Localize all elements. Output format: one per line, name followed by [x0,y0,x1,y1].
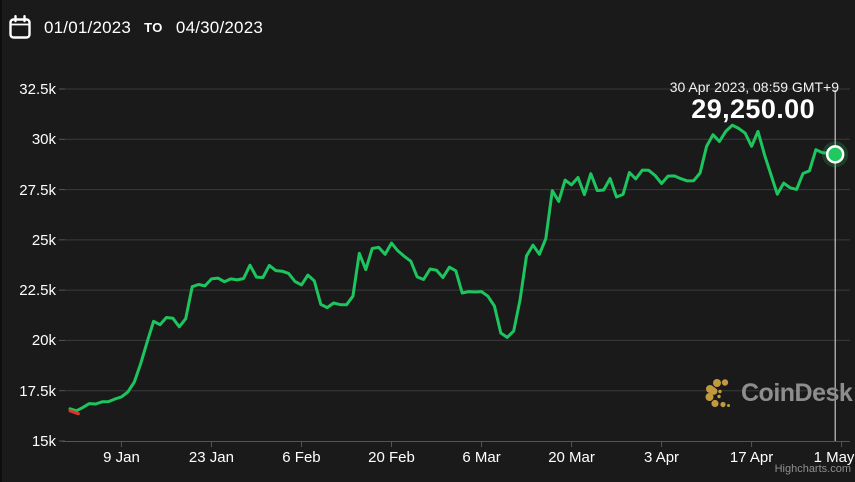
x-axis-label: 20 Feb [368,449,415,466]
date-range-to-label: TO [144,20,163,35]
last-point-marker [825,145,845,164]
tooltip-price-value: 29,250.00 [691,94,815,124]
price-line-opening-segment [68,409,80,416]
x-axis-label: 6 Feb [282,449,321,466]
x-axis-label: 6 Mar [462,449,501,466]
y-axis-label: 32.5k [19,81,56,98]
y-axis-label: 15k [31,433,56,450]
y-axis-label: 27.5k [19,181,56,199]
y-axis-label: 30k [31,131,56,149]
y-axis-label: 20k [31,332,56,350]
x-axis-label: 20 Mar [548,449,595,466]
highcharts-credits-link[interactable]: Highcharts.com [774,463,851,475]
calendar-icon[interactable] [9,15,31,40]
x-axis-label: 3 Apr [644,449,680,466]
x-axis-label: 17 Apr [729,449,774,466]
coindesk-logo-icon [705,379,730,408]
coindesk-wordmark: CoinDesk [741,378,853,407]
x-axis-label: 1 May [813,449,855,466]
tooltip-datetime: 30 Apr 2023, 08:59 GMT+9 [669,79,839,95]
y-axis-label: 22.5k [19,282,56,300]
x-axis-label: 9 Jan [103,449,140,466]
start-date-input[interactable]: 01/01/2023 [44,17,132,37]
coindesk-watermark: CoinDesk [705,378,853,408]
y-axis-label: 25k [31,231,56,249]
date-range-picker[interactable]: 01/01/2023 TO 04/30/2023 [9,15,263,40]
x-axis-label: 23 Jan [188,449,234,466]
end-date-input[interactable]: 04/30/2023 [175,17,264,37]
y-axis-label: 17.5k [19,382,56,400]
price-line-series [68,123,837,413]
window-left-edge [0,0,2,482]
